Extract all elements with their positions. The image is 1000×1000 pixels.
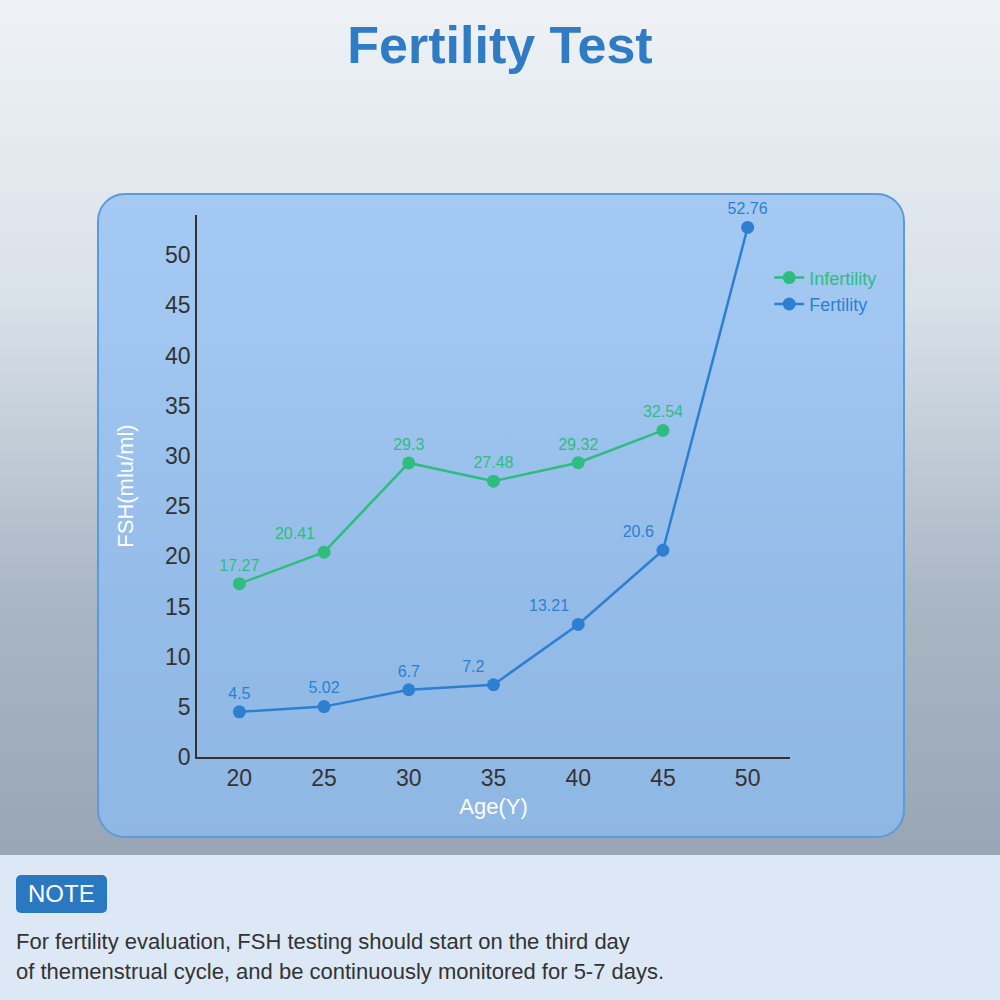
- svg-text:32.54: 32.54: [643, 403, 683, 420]
- svg-text:10: 10: [165, 644, 191, 670]
- svg-text:Age(Y): Age(Y): [459, 794, 527, 819]
- svg-text:20.6: 20.6: [623, 523, 654, 540]
- svg-text:Fertility Test: Fertility Test: [347, 16, 652, 74]
- svg-text:7.2: 7.2: [462, 658, 484, 675]
- svg-text:0: 0: [178, 744, 191, 770]
- svg-text:50: 50: [165, 242, 191, 268]
- svg-text:30: 30: [396, 765, 422, 791]
- svg-text:5: 5: [178, 694, 191, 720]
- svg-text:20: 20: [227, 765, 253, 791]
- svg-text:Fertility: Fertility: [809, 295, 867, 315]
- svg-text:6.7: 6.7: [398, 663, 420, 680]
- svg-text:17.27: 17.27: [219, 557, 259, 574]
- html-text:For fertility evaluation, FSH: For fertility evaluation, FSH testing sh…: [16, 929, 630, 954]
- svg-text:20: 20: [165, 543, 191, 569]
- svg-text:30: 30: [165, 443, 191, 469]
- svg-text:29.32: 29.32: [558, 436, 598, 453]
- svg-text:27.48: 27.48: [473, 454, 513, 471]
- svg-text:15: 15: [165, 593, 191, 619]
- html-text:NOTE: NOTE: [28, 880, 95, 907]
- svg-text:25: 25: [165, 493, 191, 519]
- svg-text:35: 35: [481, 765, 507, 791]
- svg-text:Infertility: Infertility: [809, 269, 876, 289]
- svg-text:40: 40: [565, 765, 591, 791]
- svg-text:5.02: 5.02: [308, 679, 339, 696]
- svg-text:20.41: 20.41: [275, 525, 315, 542]
- svg-text:45: 45: [165, 292, 191, 318]
- svg-text:45: 45: [650, 765, 676, 791]
- svg-text:FSH(mlu/ml): FSH(mlu/ml): [113, 424, 138, 547]
- svg-text:4.5: 4.5: [228, 685, 250, 702]
- svg-text:25: 25: [311, 765, 337, 791]
- svg-text:40: 40: [165, 343, 191, 369]
- svg-text:52.76: 52.76: [728, 200, 768, 217]
- html-text:of themenstrual cycle, and be: of themenstrual cycle, and be continuous…: [16, 959, 665, 984]
- svg-text:13.21: 13.21: [529, 597, 569, 614]
- svg-text:29.3: 29.3: [393, 436, 424, 453]
- svg-text:50: 50: [735, 765, 761, 791]
- svg-text:35: 35: [165, 393, 191, 419]
